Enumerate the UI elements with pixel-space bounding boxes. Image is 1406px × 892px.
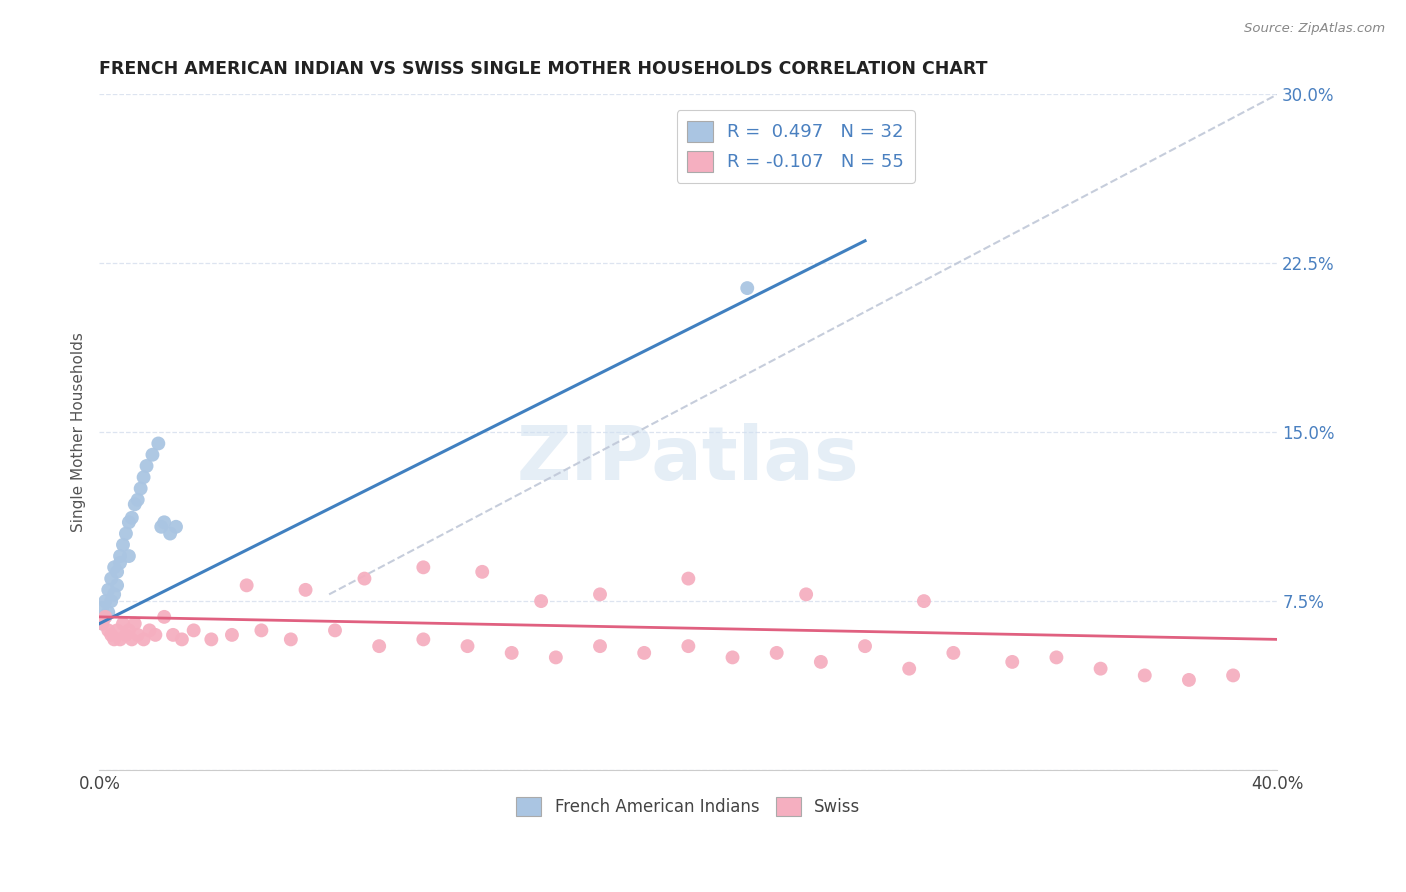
Point <box>1001 655 1024 669</box>
Point <box>162 628 184 642</box>
Point <box>105 624 128 638</box>
Point <box>118 549 141 563</box>
Point <box>127 492 149 507</box>
Point <box>1045 650 1067 665</box>
Point <box>115 628 138 642</box>
Point <box>294 582 316 597</box>
Point <box>530 594 553 608</box>
Point <box>91 616 114 631</box>
Point <box>91 616 114 631</box>
Point <box>150 520 173 534</box>
Point <box>678 572 700 586</box>
Point <box>145 628 167 642</box>
Point <box>544 650 567 665</box>
Point <box>735 281 758 295</box>
Point <box>121 632 143 647</box>
Point <box>111 538 134 552</box>
Text: ZIPatlas: ZIPatlas <box>517 423 859 496</box>
Point <box>100 594 122 608</box>
Point <box>121 510 143 524</box>
Point <box>721 650 744 665</box>
Point <box>323 624 346 638</box>
Point <box>94 610 117 624</box>
Point <box>91 600 114 615</box>
Point <box>100 572 122 586</box>
Point <box>824 119 846 133</box>
Point <box>170 632 193 647</box>
Point <box>132 470 155 484</box>
Point <box>853 639 876 653</box>
Point <box>368 639 391 653</box>
Point <box>111 616 134 631</box>
Point <box>457 639 479 653</box>
Point <box>124 497 146 511</box>
Point <box>221 628 243 642</box>
Point <box>97 582 120 597</box>
Point <box>148 436 170 450</box>
Point <box>103 587 125 601</box>
Point <box>94 594 117 608</box>
Point <box>280 632 302 647</box>
Point <box>118 516 141 530</box>
Legend: French American Indians, Swiss: French American Indians, Swiss <box>509 790 868 822</box>
Point <box>183 624 205 638</box>
Point <box>105 578 128 592</box>
Point <box>471 565 494 579</box>
Point <box>1133 668 1156 682</box>
Point <box>97 606 120 620</box>
Point <box>200 632 222 647</box>
Point <box>94 610 117 624</box>
Point <box>153 516 176 530</box>
Point <box>108 556 131 570</box>
Point <box>124 616 146 631</box>
Point <box>589 639 612 653</box>
Point <box>97 624 120 638</box>
Point <box>633 646 655 660</box>
Point <box>765 646 787 660</box>
Point <box>678 639 700 653</box>
Point <box>1222 668 1244 682</box>
Point <box>108 549 131 563</box>
Point <box>353 572 375 586</box>
Point <box>412 560 434 574</box>
Point <box>138 624 160 638</box>
Text: Source: ZipAtlas.com: Source: ZipAtlas.com <box>1244 22 1385 36</box>
Point <box>794 587 817 601</box>
Point <box>108 632 131 647</box>
Point <box>1090 662 1112 676</box>
Point <box>1178 673 1201 687</box>
Point <box>135 458 157 473</box>
Point <box>501 646 523 660</box>
Point <box>159 526 181 541</box>
Point <box>589 587 612 601</box>
Point <box>127 628 149 642</box>
Point <box>153 610 176 624</box>
Point <box>103 632 125 647</box>
Point <box>250 624 273 638</box>
Point <box>129 482 152 496</box>
Point <box>103 560 125 574</box>
Point <box>898 662 921 676</box>
Point <box>942 646 965 660</box>
Point <box>118 624 141 638</box>
Point <box>115 526 138 541</box>
Point <box>412 632 434 647</box>
Point <box>141 448 163 462</box>
Point <box>165 520 187 534</box>
Point <box>912 594 935 608</box>
Y-axis label: Single Mother Households: Single Mother Households <box>72 333 86 533</box>
Point <box>235 578 257 592</box>
Point <box>100 628 122 642</box>
Point <box>132 632 155 647</box>
Text: FRENCH AMERICAN INDIAN VS SWISS SINGLE MOTHER HOUSEHOLDS CORRELATION CHART: FRENCH AMERICAN INDIAN VS SWISS SINGLE M… <box>100 60 988 78</box>
Point <box>810 655 832 669</box>
Point <box>105 565 128 579</box>
